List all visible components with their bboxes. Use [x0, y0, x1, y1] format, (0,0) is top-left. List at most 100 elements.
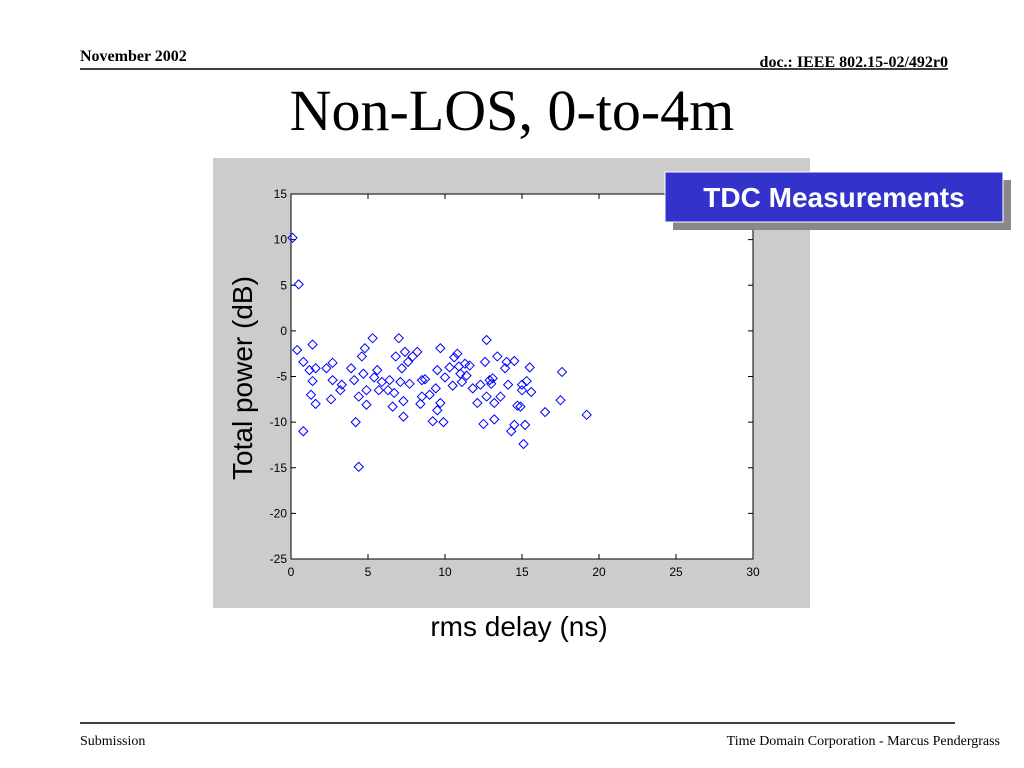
data-point — [495, 391, 506, 402]
data-point — [307, 375, 318, 387]
data-point — [304, 364, 315, 376]
data-point — [432, 405, 443, 416]
data-point — [390, 351, 401, 362]
data-point — [432, 364, 443, 376]
data-point — [327, 374, 338, 386]
data-point — [396, 363, 408, 374]
data-point — [412, 346, 423, 358]
data-point — [399, 346, 411, 358]
data-point — [398, 395, 409, 407]
data-point — [361, 399, 372, 410]
x-tick-label: 30 — [746, 565, 760, 579]
data-point — [512, 400, 523, 411]
footer-left: Submission — [80, 734, 145, 749]
data-point — [521, 375, 532, 387]
footer-right: Time Domain Corporation - Marcus Penderg… — [727, 734, 1000, 749]
data-point — [298, 356, 309, 368]
data-point — [509, 355, 520, 367]
data-point — [307, 339, 318, 350]
y-tick-label: -20 — [270, 506, 288, 520]
header-date: November 2002 — [80, 48, 187, 65]
data-point — [356, 351, 368, 362]
data-point — [475, 379, 486, 390]
data-point — [526, 386, 537, 398]
plot-area — [290, 193, 754, 560]
x-tick-label: 5 — [365, 565, 372, 579]
data-point — [287, 232, 298, 244]
data-point — [388, 387, 400, 399]
data-point — [395, 376, 406, 388]
y-tick-label: 0 — [280, 324, 287, 338]
data-point — [387, 401, 398, 412]
data-point — [361, 384, 372, 396]
x-axis-label: rms delay (ns) — [430, 611, 607, 642]
data-point — [516, 379, 528, 390]
plot: 0 5 10 15 20 25 30 -25 -20 -15 -10 -5 0 5 10 15 — [270, 187, 760, 579]
x-tick-label: 10 — [438, 565, 452, 579]
data-point — [499, 363, 511, 374]
data-point — [501, 356, 512, 368]
x-tick-label: 20 — [592, 565, 606, 579]
data-point — [430, 383, 441, 394]
data-point — [455, 368, 466, 379]
data-point — [393, 332, 405, 344]
data-point — [489, 414, 500, 425]
data-point — [472, 397, 483, 409]
data-point — [464, 360, 475, 371]
data-point — [478, 418, 489, 430]
data-point — [382, 384, 394, 396]
data-point — [524, 362, 535, 373]
x-tick-label: 25 — [669, 565, 683, 579]
data-point — [581, 409, 592, 421]
data-point — [467, 383, 478, 394]
data-point — [447, 380, 458, 391]
data-point — [293, 279, 304, 290]
data-point — [373, 384, 384, 396]
data-point — [479, 356, 491, 368]
data-point — [416, 374, 428, 386]
data-point — [336, 379, 348, 390]
data-point — [353, 461, 364, 473]
y-tick-label: -25 — [270, 552, 288, 566]
data-point — [291, 344, 303, 356]
data-point — [489, 397, 500, 409]
data-point — [353, 391, 364, 402]
data-point — [519, 419, 531, 431]
y-tick-label: -10 — [270, 415, 288, 429]
data-point — [415, 398, 426, 410]
data-point — [424, 389, 435, 400]
y-axis-label: Total power (dB) — [227, 276, 258, 480]
y-tick-label: -15 — [270, 461, 288, 475]
data-point — [325, 394, 337, 405]
slide-title: Non-LOS, 0-to-4m — [290, 78, 735, 143]
data-point — [372, 364, 383, 376]
y-tick-label: 10 — [274, 233, 288, 247]
y-tick-label: 15 — [274, 187, 288, 201]
data-point — [502, 379, 514, 390]
data-point — [398, 411, 409, 422]
data-point — [359, 343, 371, 354]
data-point — [509, 419, 520, 431]
data-point — [556, 366, 568, 378]
data-point — [484, 374, 495, 386]
y-tick-label: -5 — [276, 370, 287, 384]
data-point — [384, 374, 395, 386]
data-point — [485, 378, 497, 390]
data-point — [305, 389, 317, 400]
data-point — [404, 378, 415, 390]
data-point — [449, 352, 460, 363]
data-point — [310, 363, 321, 374]
data-point — [516, 384, 528, 396]
data-point — [435, 343, 446, 354]
data-point — [438, 416, 449, 428]
data-point — [321, 363, 332, 374]
data-point — [368, 372, 380, 383]
x-tick-label: 15 — [515, 565, 529, 579]
data-point — [492, 351, 503, 362]
data-point — [518, 438, 529, 450]
data-point — [298, 426, 309, 437]
annotation: TDC Measurements — [703, 182, 964, 213]
data-point — [452, 348, 463, 359]
data-point — [481, 334, 492, 346]
